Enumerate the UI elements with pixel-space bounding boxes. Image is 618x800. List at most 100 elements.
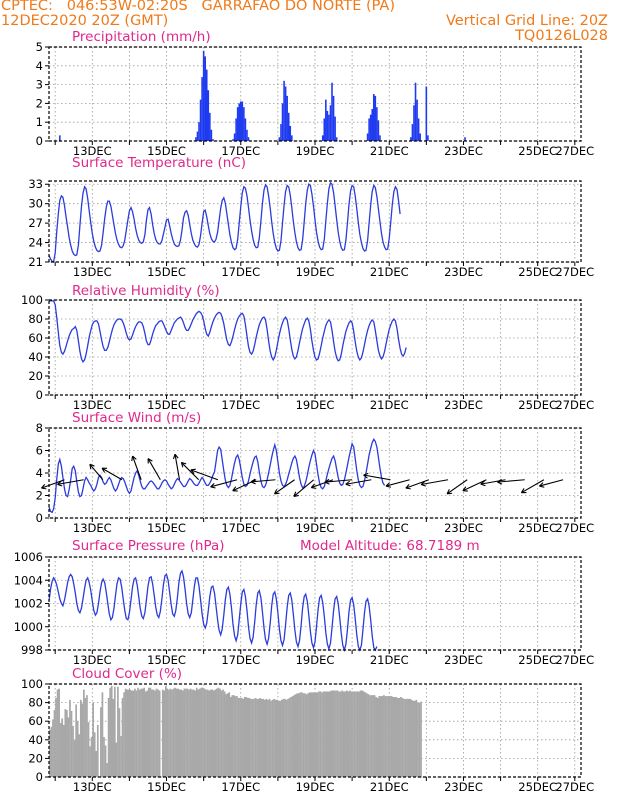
precip-bar: [328, 114, 330, 141]
cloud-bar: [415, 699, 418, 777]
cloud-bar: [345, 690, 348, 777]
cloud-bar: [260, 698, 263, 777]
wind-vector: [324, 479, 353, 483]
wind-vector-head: [345, 483, 351, 487]
pres-xtick-label: 27DEC: [555, 653, 594, 667]
wind-vector-head: [447, 492, 453, 495]
wind-vector: [57, 479, 84, 485]
precip-bar: [417, 118, 420, 141]
wind-vector-head: [310, 483, 316, 488]
cloud-bar: [64, 709, 67, 777]
wind-vector-head: [446, 489, 450, 495]
precip-xtick-label: 13DEC: [73, 144, 112, 158]
precip-bar: [284, 86, 287, 141]
cloud-bar: [403, 698, 405, 777]
cloud-bar: [223, 691, 226, 777]
cloud-bar: [372, 695, 374, 777]
cloud-bar: [305, 694, 308, 777]
wind-vector-head: [232, 486, 237, 492]
wind-xtick-label: 25DEC: [518, 521, 557, 535]
cloud-bar: [58, 688, 60, 777]
wind-xtick-label: 17DEC: [221, 521, 260, 535]
cloud-bar: [336, 690, 339, 777]
wind-xtick-label: 21DEC: [370, 521, 409, 535]
cloud-bar: [236, 696, 238, 777]
cloud-bar: [110, 685, 113, 777]
cloud-bar: [387, 696, 390, 777]
cloud-bar: [113, 686, 116, 777]
cloud-bar: [197, 689, 200, 777]
wind-vector: [89, 463, 104, 481]
precip-bar: [329, 105, 332, 141]
cloud-bar: [121, 697, 124, 777]
cloud-bar: [294, 694, 297, 777]
cloud-bar: [268, 698, 271, 777]
cloud-bar: [178, 689, 181, 777]
cloud-bar: [59, 723, 62, 777]
cloud-bar: [219, 688, 221, 777]
precip-bar: [371, 109, 374, 141]
cloud-bar: [282, 698, 285, 777]
cloud-bar: [259, 697, 262, 777]
cloud-bar: [90, 737, 93, 777]
precip-bar: [326, 110, 329, 141]
wind-vector: [405, 479, 430, 489]
precip-bar: [244, 118, 247, 141]
cloud-bar: [339, 691, 342, 777]
wind-vector-head: [101, 467, 106, 473]
cloud-bar: [73, 739, 76, 777]
cloud-bar: [186, 688, 189, 777]
cloud-bar: [55, 697, 57, 777]
cloud-bar: [297, 693, 300, 777]
cloud-bar: [352, 691, 354, 777]
precip-title: Precipitation (mm/h): [72, 29, 211, 45]
temp-xtick-label: 25DEC: [518, 265, 557, 279]
cloud-bar: [107, 697, 110, 777]
cloud-bar: [70, 710, 73, 777]
cloud-bar: [158, 690, 161, 777]
cloud-bar: [154, 690, 156, 777]
rh-title: Relative Humidity (%): [72, 283, 220, 299]
wind-ytick-label: 8: [36, 421, 43, 435]
header-grid-line: Vertical Grid Line: 20Z: [445, 13, 608, 29]
cloud-bar: [109, 687, 112, 777]
cloud-bar: [262, 698, 265, 777]
cloud-bar: [155, 688, 158, 777]
cloud-bar: [251, 698, 254, 777]
wind-panel: 0 2 4 6 8 13DEC 15DEC 17DEC 19DEC 21DEC 23DEC 25DEC…: [36, 410, 595, 535]
precip-bar: [202, 50, 205, 142]
wind-vector-head: [385, 485, 391, 488]
cloud-bar: [301, 692, 303, 777]
cloud-bar: [144, 691, 147, 777]
cloud-bar: [95, 750, 98, 777]
cloud-bar: [93, 732, 96, 777]
pres-panel: 998 1000 1002 1004 1006 13DEC 15DEC 17DEC 19DEC 2…: [14, 538, 594, 667]
cloud-bar: [378, 696, 381, 777]
cloud-bar: [89, 746, 91, 777]
precip-bar: [464, 137, 466, 141]
cloud-bar: [166, 688, 169, 777]
cloud-xtick-label: 23DEC: [444, 780, 483, 794]
cloud-xtick-label: 21DEC: [370, 780, 409, 794]
cloud-bar: [396, 697, 399, 777]
precip-bar: [238, 103, 241, 141]
pres-xtick-label: 25DEC: [518, 653, 557, 667]
pres-xtick-label: 19DEC: [296, 653, 335, 667]
cloud-panel: 0 20 40 60 80 100 13DEC 15DEC 17DEC 19DEC 21DEC 23D…: [21, 666, 594, 794]
cloud-bar: [164, 685, 167, 777]
temp-ytick-label: 24: [28, 236, 43, 250]
cloud-bar: [78, 734, 81, 777]
pres-xtick-label: 23DEC: [444, 653, 483, 667]
cloud-bar: [381, 696, 384, 777]
cloud-bar: [208, 690, 210, 777]
cloud-bar: [332, 690, 334, 777]
pres-xtick-label: 13DEC: [73, 653, 112, 667]
cloud-bar: [366, 693, 368, 777]
wind-vector-head: [190, 469, 195, 475]
cloud-bar: [101, 692, 104, 777]
cloud-bar: [291, 696, 294, 777]
cloud-bar: [92, 702, 94, 777]
wind-vector: [363, 474, 391, 481]
cloud-bar: [395, 697, 398, 777]
pres-xtick-label: 17DEC: [221, 653, 260, 667]
